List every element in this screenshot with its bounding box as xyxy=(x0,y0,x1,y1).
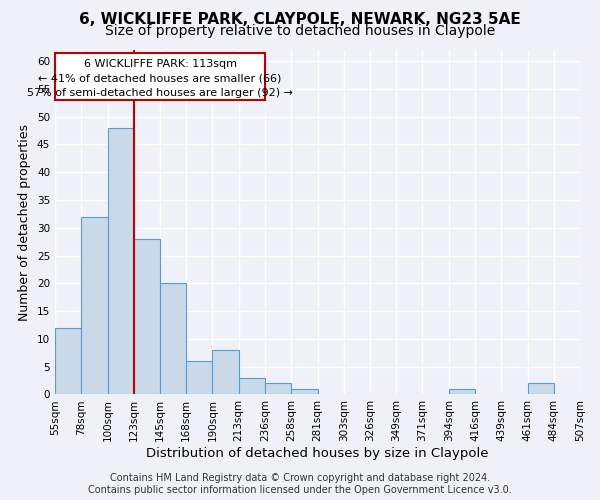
Bar xyxy=(449,389,475,394)
Bar xyxy=(291,389,317,394)
Text: ← 41% of detached houses are smaller (66): ← 41% of detached houses are smaller (66… xyxy=(38,74,281,84)
Text: 6, WICKLIFFE PARK, CLAYPOLE, NEWARK, NG23 5AE: 6, WICKLIFFE PARK, CLAYPOLE, NEWARK, NG2… xyxy=(79,12,521,26)
X-axis label: Distribution of detached houses by size in Claypole: Distribution of detached houses by size … xyxy=(146,447,489,460)
Text: Size of property relative to detached houses in Claypole: Size of property relative to detached ho… xyxy=(105,24,495,38)
Text: 6 WICKLIFFE PARK: 113sqm: 6 WICKLIFFE PARK: 113sqm xyxy=(83,60,236,70)
FancyBboxPatch shape xyxy=(55,53,265,100)
Bar xyxy=(160,284,186,395)
Bar xyxy=(81,216,107,394)
Y-axis label: Number of detached properties: Number of detached properties xyxy=(19,124,31,320)
Bar xyxy=(239,378,265,394)
Text: Contains HM Land Registry data © Crown copyright and database right 2024.
Contai: Contains HM Land Registry data © Crown c… xyxy=(88,474,512,495)
Bar xyxy=(134,239,160,394)
Bar xyxy=(265,384,291,394)
Text: 57% of semi-detached houses are larger (92) →: 57% of semi-detached houses are larger (… xyxy=(27,88,293,99)
Bar xyxy=(186,361,212,394)
Bar xyxy=(107,128,134,394)
Bar xyxy=(212,350,239,395)
Bar xyxy=(527,384,554,394)
Bar xyxy=(55,328,81,394)
